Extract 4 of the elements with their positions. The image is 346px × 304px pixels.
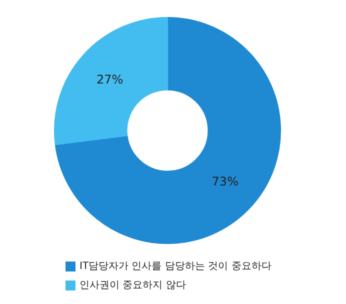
legend-label: 인사권이 중요하지 않다: [80, 280, 186, 291]
data-label: 73%: [212, 174, 238, 188]
legend-label: IT담당자가 인사를 담당하는 것이 중요하다: [80, 261, 272, 272]
data-label: 27%: [96, 72, 124, 87]
